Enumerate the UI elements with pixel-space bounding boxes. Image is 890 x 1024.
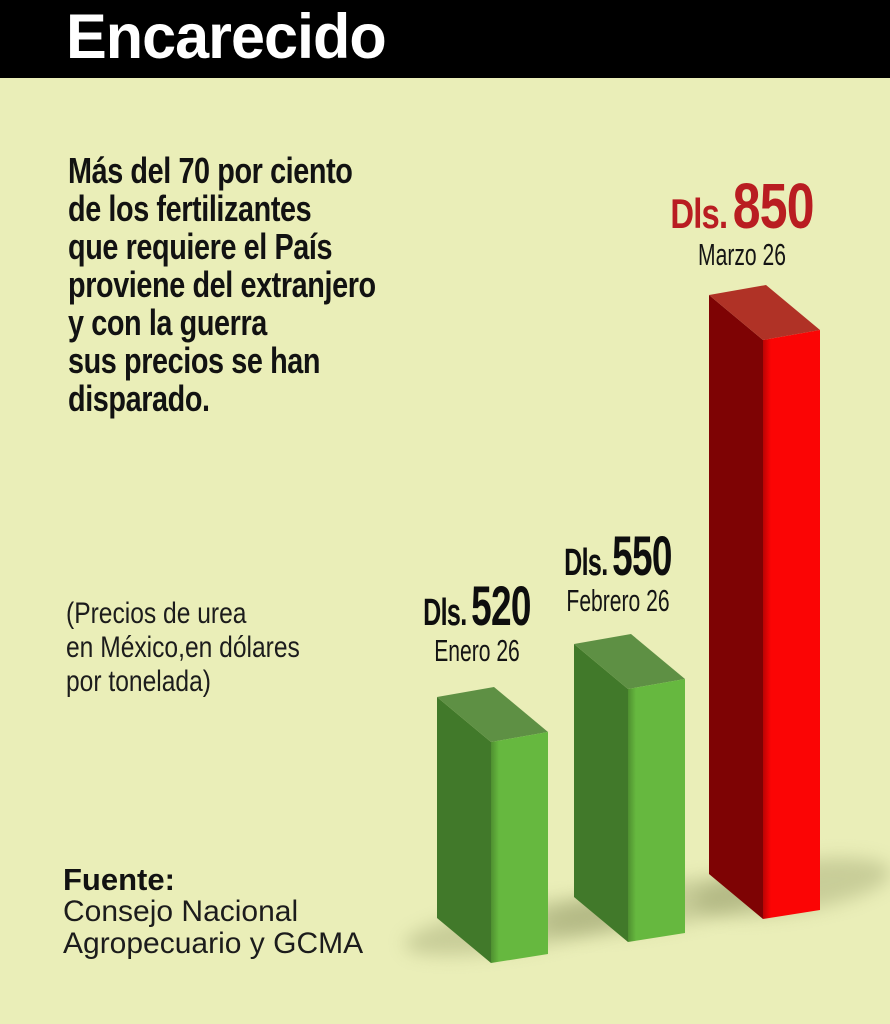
bar-febrero-26-top [574, 634, 685, 689]
bar-value-row: Dls. 550 [526, 528, 711, 584]
bar-label-marzo-26: Dls. 850 Marzo 26 [602, 174, 882, 272]
bar-category: Enero 26 [434, 633, 520, 668]
bar-value: 520 [471, 574, 531, 637]
bar-enero-26-top [437, 687, 548, 742]
unit-note: (Precios de urea en México,en dólares po… [66, 597, 300, 698]
source-text: Consejo Nacional Agropecuario y GCMA [63, 895, 364, 960]
currency-prefix: Dls. [670, 190, 728, 237]
bar-marzo-26 [709, 285, 820, 919]
bar-enero-26-side [437, 697, 491, 963]
bar-value: 550 [612, 524, 672, 587]
bar-marzo-26-front [763, 330, 820, 919]
bar-value-row: Dls. 850 [633, 174, 851, 238]
bar-label-enero-26: Dls. 520 Enero 26 [337, 578, 617, 668]
page-title: Encarecido [66, 2, 387, 72]
bar-label-febrero-26: Dls. 550 Febrero 26 [478, 528, 758, 618]
bar-enero-26-front [491, 732, 548, 963]
bar-category: Febrero 26 [566, 583, 670, 618]
title-banner: Encarecido [0, 0, 890, 78]
bar-marzo-26-side [709, 295, 763, 919]
bar-febrero-26 [574, 634, 685, 942]
source-block: Fuente: Consejo Nacional Agropecuario y … [63, 863, 463, 960]
bar-category: Marzo 26 [698, 237, 786, 272]
source-label: Fuente: [63, 862, 175, 897]
bar-febrero-26-front [628, 679, 685, 942]
intro-text: Más del 70 por ciento de los fertilizant… [68, 150, 376, 419]
bar-febrero-26-side [574, 644, 628, 942]
currency-prefix: Dls. [423, 592, 467, 634]
bar-marzo-26-top [709, 285, 820, 340]
currency-prefix: Dls. [564, 542, 608, 584]
bar-enero-26 [437, 687, 548, 963]
bar-value: 850 [732, 170, 815, 242]
bar-value-row: Dls. 520 [385, 578, 570, 634]
